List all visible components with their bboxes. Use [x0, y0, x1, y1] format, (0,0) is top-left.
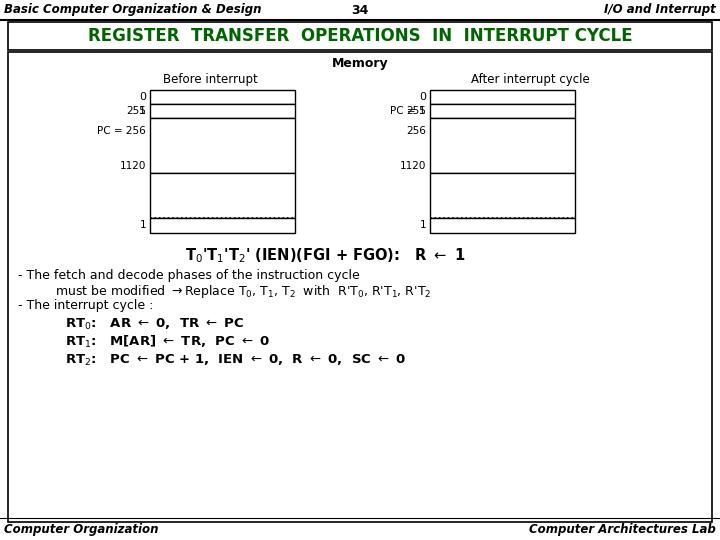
- Text: BUN: BUN: [211, 220, 234, 231]
- Bar: [150, 173, 295, 218]
- Text: 256: 256: [406, 126, 426, 136]
- Text: Basic Computer Organization & Design: Basic Computer Organization & Design: [4, 3, 261, 17]
- Text: RT$_2$:   PC $\leftarrow$ PC + 1,  IEN $\leftarrow$ 0,  R $\leftarrow$ 0,  SC $\: RT$_2$: PC $\leftarrow$ PC + 1, IEN $\le…: [65, 353, 407, 368]
- Text: I/O
Program: I/O Program: [197, 181, 248, 210]
- Text: 1: 1: [154, 220, 161, 231]
- Text: 34: 34: [351, 3, 369, 17]
- Text: 1120: 1120: [400, 161, 426, 171]
- Text: T$_0$'T$_1$'T$_2$' (IEN)(FGI + FGO):   R $\leftarrow$ 1: T$_0$'T$_1$'T$_2$' (IEN)(FGI + FGO): R $…: [185, 247, 465, 265]
- Text: RT$_1$:   M[AR] $\leftarrow$ TR,  PC $\leftarrow$ 0: RT$_1$: M[AR] $\leftarrow$ TR, PC $\left…: [65, 334, 270, 350]
- Text: 0: 0: [564, 220, 571, 231]
- Text: Computer Architectures Lab: Computer Architectures Lab: [529, 523, 716, 536]
- Text: 1: 1: [434, 220, 441, 231]
- Bar: [150, 90, 295, 104]
- Text: I/O
Program: I/O Program: [477, 181, 528, 210]
- Text: REGISTER  TRANSFER  OPERATIONS  IN  INTERRUPT CYCLE: REGISTER TRANSFER OPERATIONS IN INTERRUP…: [88, 27, 632, 45]
- Text: PC = 1: PC = 1: [390, 106, 426, 116]
- Bar: [150, 218, 295, 233]
- Text: 1: 1: [140, 220, 146, 231]
- Bar: [150, 104, 295, 118]
- Text: - The interrupt cycle :: - The interrupt cycle :: [18, 300, 153, 313]
- Bar: [150, 118, 295, 173]
- Text: 0: 0: [284, 220, 291, 231]
- Text: 0: 0: [154, 106, 161, 116]
- Text: must be modified $\rightarrow$Replace T$_0$, T$_1$, T$_2$  with  R'T$_0$, R'T$_1: must be modified $\rightarrow$Replace T$…: [55, 282, 431, 300]
- Text: Computer Organization: Computer Organization: [4, 523, 158, 536]
- Text: - The fetch and decode phases of the instruction cycle: - The fetch and decode phases of the ins…: [18, 269, 360, 282]
- Bar: [430, 218, 575, 233]
- Text: 1120: 1120: [120, 161, 146, 171]
- Text: 0: 0: [139, 92, 146, 102]
- Text: After interrupt cycle: After interrupt cycle: [471, 72, 590, 85]
- Bar: [430, 173, 575, 218]
- Text: 1: 1: [419, 220, 426, 231]
- Text: BUN: BUN: [211, 106, 234, 116]
- Text: 1120: 1120: [544, 106, 571, 116]
- Text: 255: 255: [126, 106, 146, 116]
- Bar: [430, 104, 575, 118]
- Text: 0: 0: [434, 106, 441, 116]
- Bar: [430, 90, 575, 104]
- Text: RT$_0$:   AR $\leftarrow$ 0,  TR $\leftarrow$ PC: RT$_0$: AR $\leftarrow$ 0, TR $\leftarro…: [65, 316, 244, 332]
- Text: BUN: BUN: [491, 220, 513, 231]
- Text: Before interrupt: Before interrupt: [163, 72, 257, 85]
- Text: PC = 256: PC = 256: [97, 126, 146, 136]
- Text: 256: 256: [492, 92, 513, 102]
- Bar: [430, 118, 575, 173]
- Text: 1: 1: [139, 106, 146, 116]
- Text: 255: 255: [406, 106, 426, 116]
- Text: 1120: 1120: [265, 106, 291, 116]
- Text: BUN: BUN: [491, 106, 513, 116]
- Text: I/O and Interrupt: I/O and Interrupt: [604, 3, 716, 17]
- Text: Main
Program: Main Program: [477, 132, 528, 159]
- Text: 0: 0: [419, 92, 426, 102]
- Bar: [8, 22, 712, 50]
- Text: Main
Program: Main Program: [197, 132, 248, 159]
- Bar: [8, 52, 712, 522]
- Text: Memory: Memory: [332, 57, 388, 71]
